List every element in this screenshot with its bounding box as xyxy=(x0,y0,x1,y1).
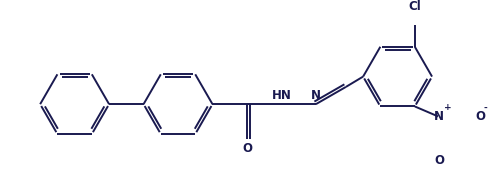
Text: O: O xyxy=(475,110,485,123)
Text: O: O xyxy=(434,154,444,167)
Text: N: N xyxy=(311,89,321,102)
Text: Cl: Cl xyxy=(409,0,421,13)
Text: HN: HN xyxy=(272,89,291,102)
Text: +: + xyxy=(444,104,452,112)
Text: -: - xyxy=(484,104,488,112)
Text: O: O xyxy=(242,142,252,155)
Text: N: N xyxy=(434,110,444,123)
